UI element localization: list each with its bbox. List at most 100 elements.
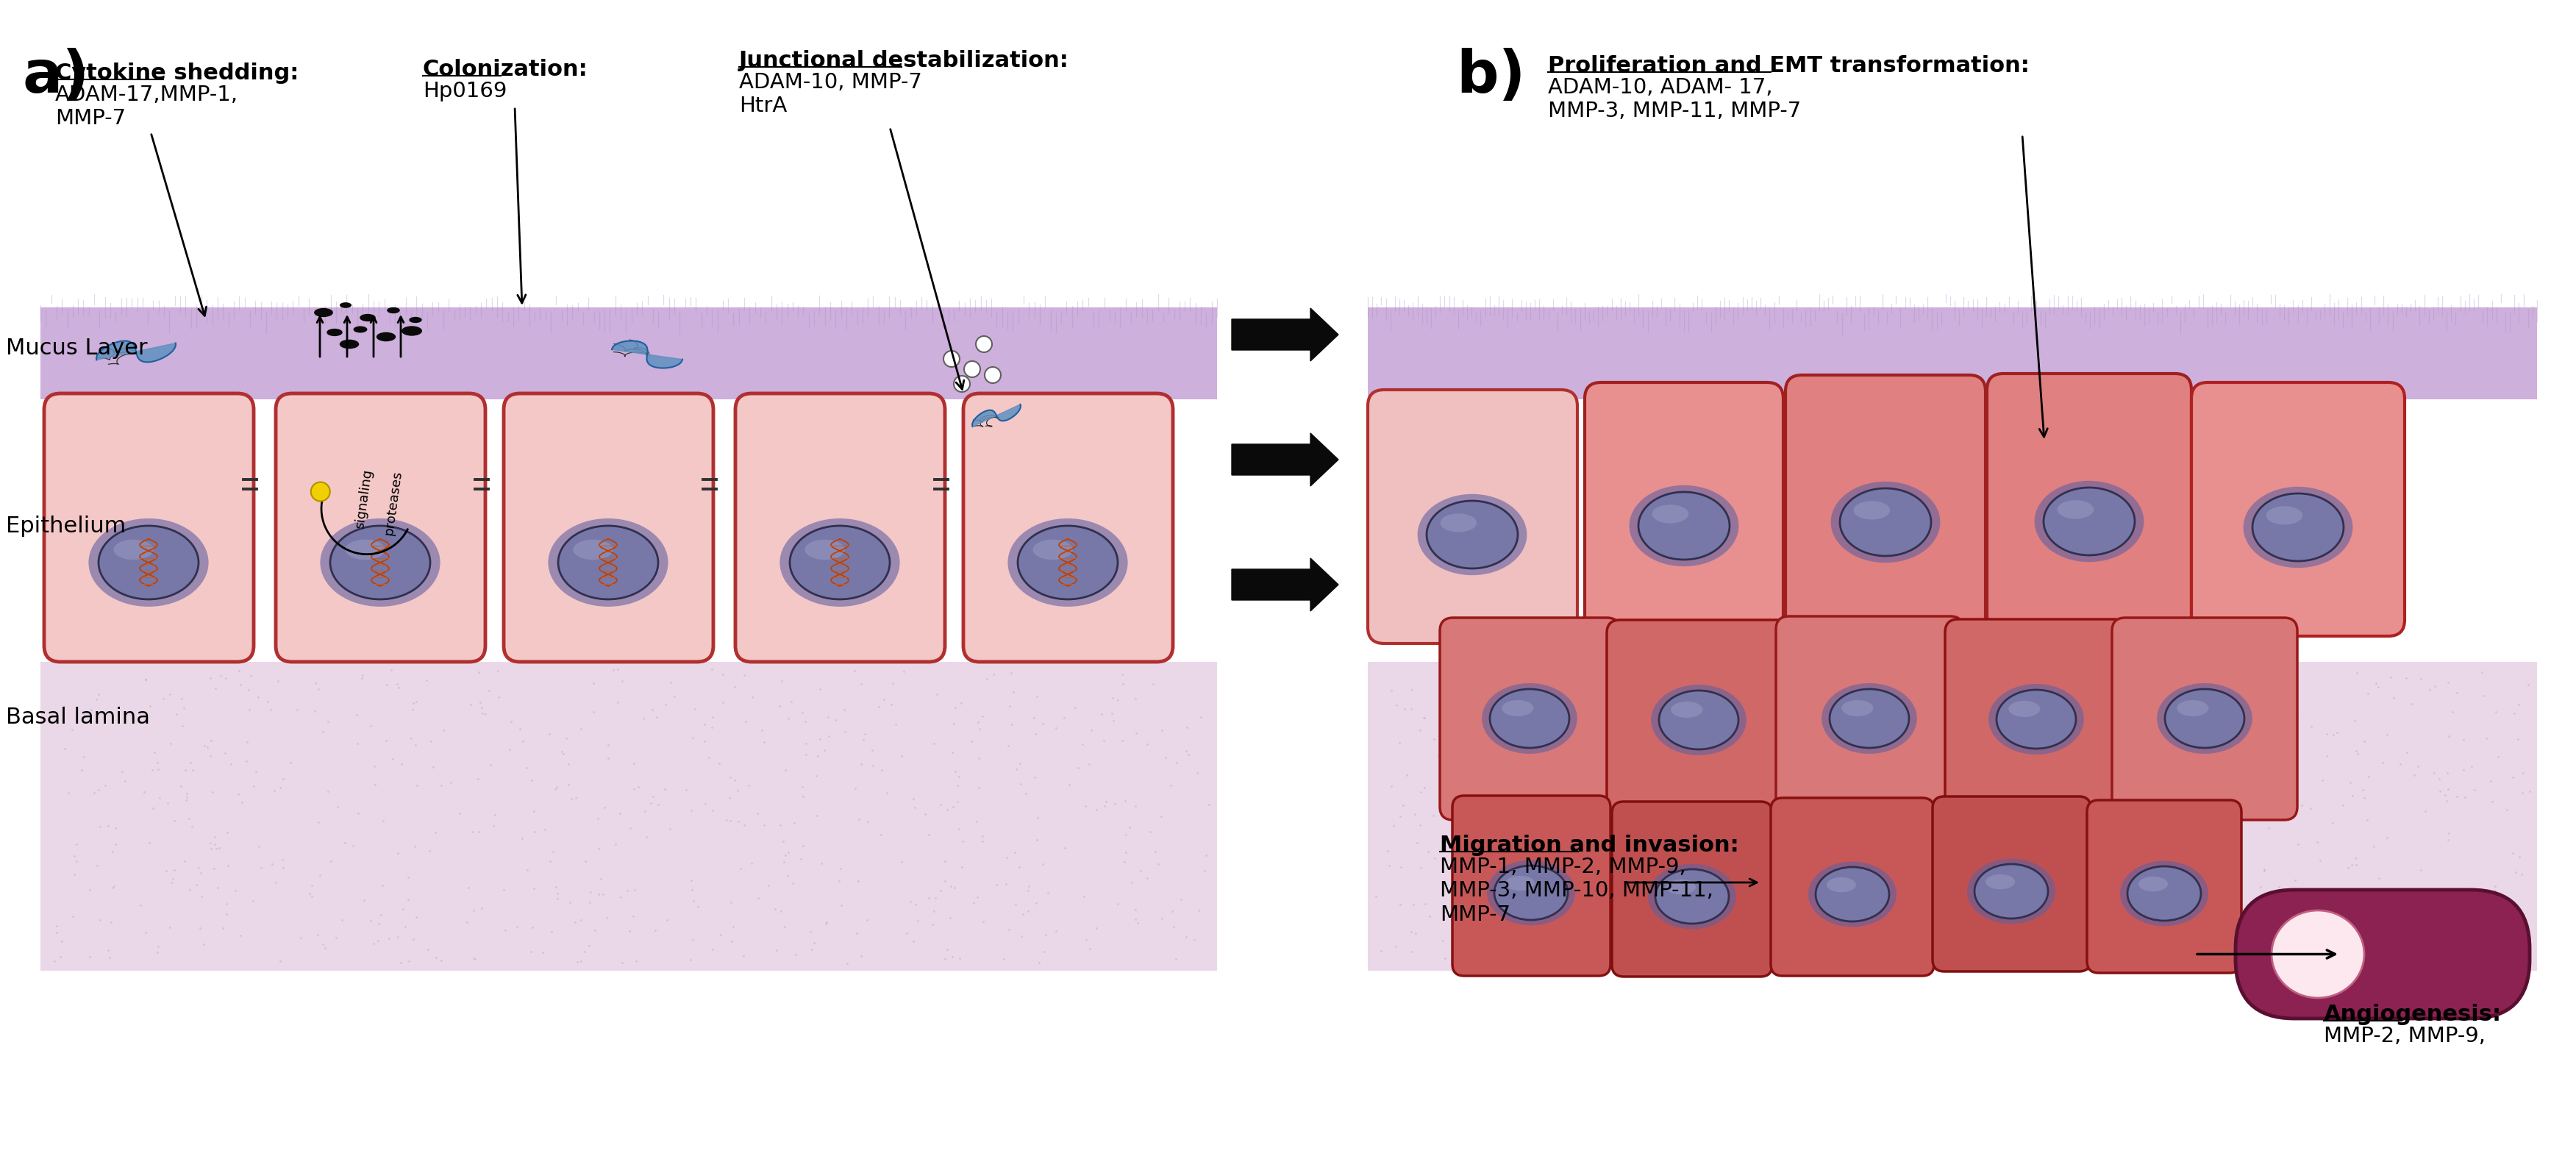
Point — [1092, 711, 1133, 730]
Point — [2166, 920, 2208, 938]
Point — [538, 883, 580, 902]
Point — [1633, 845, 1674, 863]
Point — [616, 951, 657, 970]
Point — [1007, 881, 1048, 900]
Point — [165, 791, 206, 810]
Point — [57, 852, 98, 870]
Point — [1971, 930, 2012, 949]
Point — [1455, 815, 1497, 834]
Point — [371, 750, 412, 769]
Point — [1937, 842, 1978, 861]
Point — [1486, 892, 1528, 910]
Point — [760, 902, 801, 921]
Point — [121, 895, 162, 914]
Point — [1698, 703, 1739, 722]
Point — [1151, 902, 1193, 921]
Point — [1381, 806, 1422, 825]
Point — [2025, 696, 2066, 715]
Text: Basal lamina: Basal lamina — [5, 707, 149, 728]
Point — [1731, 823, 1772, 841]
Point — [806, 913, 848, 931]
Point — [2406, 801, 2447, 820]
Point — [2215, 885, 2257, 903]
Point — [1808, 807, 1850, 826]
Point — [1486, 780, 1528, 799]
Point — [1036, 922, 1077, 941]
Point — [2473, 876, 2514, 895]
Point — [2069, 813, 2110, 832]
Point — [88, 817, 129, 835]
Point — [1401, 783, 1443, 801]
Point — [1906, 881, 1947, 900]
Point — [170, 753, 211, 772]
Point — [384, 917, 425, 936]
Point — [1054, 697, 1095, 716]
Point — [992, 663, 1033, 682]
Point — [2221, 665, 2262, 683]
Point — [1754, 846, 1795, 865]
Point — [2334, 711, 2375, 730]
Point — [389, 729, 430, 748]
Point — [904, 804, 945, 823]
Point — [670, 951, 711, 970]
Point — [2007, 787, 2048, 806]
Point — [935, 697, 976, 716]
Point — [1463, 821, 1504, 840]
Point — [126, 923, 167, 942]
Point — [1649, 839, 1690, 858]
Point — [2045, 853, 2087, 872]
Point — [1492, 786, 1533, 805]
Point — [858, 697, 899, 716]
Point — [670, 801, 711, 820]
Point — [461, 698, 502, 717]
Point — [1656, 832, 1698, 851]
Point — [2056, 744, 2097, 763]
Point — [1968, 879, 2009, 897]
Point — [1404, 778, 1445, 797]
Point — [2107, 840, 2148, 859]
Point — [1602, 731, 1643, 750]
Point — [956, 888, 997, 907]
Point — [912, 915, 953, 934]
Point — [2058, 853, 2099, 872]
Point — [871, 695, 912, 714]
Point — [1561, 860, 1602, 879]
Point — [1911, 716, 1953, 735]
Ellipse shape — [98, 525, 198, 599]
Point — [1419, 704, 1461, 723]
Point — [533, 842, 574, 861]
Point — [2494, 769, 2535, 787]
Ellipse shape — [113, 539, 155, 559]
Bar — [41, 662, 1216, 971]
Point — [703, 693, 744, 711]
Point — [2445, 789, 2486, 807]
Point — [1530, 691, 1571, 710]
Point — [93, 879, 134, 897]
Point — [2298, 833, 2339, 852]
Point — [1826, 863, 1868, 882]
Point — [2177, 680, 2218, 698]
Point — [600, 672, 641, 690]
Point — [2501, 764, 2543, 783]
Point — [940, 858, 981, 876]
Ellipse shape — [2120, 861, 2208, 927]
Point — [502, 731, 544, 750]
Point — [2244, 860, 2285, 879]
Point — [461, 899, 502, 917]
Point — [732, 854, 773, 873]
Point — [322, 910, 363, 929]
Point — [2120, 771, 2161, 790]
Point — [2089, 848, 2130, 867]
Point — [2056, 783, 2097, 801]
Text: Mucus Layer: Mucus Layer — [5, 337, 147, 358]
Point — [1126, 869, 1167, 888]
Point — [2347, 768, 2388, 786]
Point — [665, 780, 706, 799]
Point — [598, 660, 639, 679]
Point — [394, 838, 435, 856]
Point — [840, 755, 881, 773]
Point — [819, 859, 860, 878]
Point — [229, 680, 270, 698]
Point — [129, 697, 170, 716]
Point — [219, 675, 260, 694]
